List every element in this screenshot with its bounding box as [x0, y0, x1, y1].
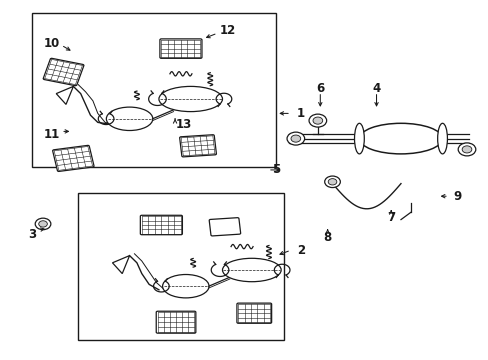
Text: 11: 11: [43, 129, 60, 141]
FancyBboxPatch shape: [160, 39, 202, 58]
Circle shape: [461, 146, 471, 153]
FancyBboxPatch shape: [140, 215, 182, 235]
Text: 8: 8: [323, 231, 331, 244]
Bar: [78, 193, 283, 340]
Circle shape: [308, 114, 326, 127]
Text: 6: 6: [316, 82, 324, 95]
Text: 12: 12: [219, 24, 235, 37]
FancyBboxPatch shape: [43, 58, 84, 86]
Ellipse shape: [222, 258, 281, 282]
Circle shape: [324, 176, 340, 188]
Text: 10: 10: [43, 37, 60, 50]
Ellipse shape: [106, 107, 153, 130]
Polygon shape: [112, 256, 129, 274]
Circle shape: [457, 143, 475, 156]
Circle shape: [290, 135, 300, 142]
Ellipse shape: [437, 123, 447, 154]
Ellipse shape: [162, 274, 209, 298]
Bar: [32, 13, 276, 167]
Text: 2: 2: [296, 244, 304, 257]
Ellipse shape: [354, 123, 364, 154]
Text: 3: 3: [28, 228, 36, 240]
Circle shape: [39, 221, 47, 227]
Text: 13: 13: [175, 118, 191, 131]
FancyBboxPatch shape: [179, 135, 216, 157]
Circle shape: [312, 117, 322, 124]
FancyBboxPatch shape: [209, 218, 240, 236]
Polygon shape: [56, 86, 73, 104]
Ellipse shape: [359, 123, 442, 154]
Circle shape: [327, 179, 336, 185]
Ellipse shape: [159, 86, 222, 112]
Circle shape: [286, 132, 304, 145]
Text: 4: 4: [372, 82, 380, 95]
Text: 1: 1: [296, 107, 304, 120]
FancyBboxPatch shape: [237, 303, 271, 323]
Text: 9: 9: [452, 190, 460, 203]
Text: 5: 5: [272, 163, 280, 176]
Text: 7: 7: [386, 211, 394, 224]
Circle shape: [35, 218, 51, 230]
FancyBboxPatch shape: [53, 145, 94, 171]
FancyBboxPatch shape: [156, 311, 195, 333]
